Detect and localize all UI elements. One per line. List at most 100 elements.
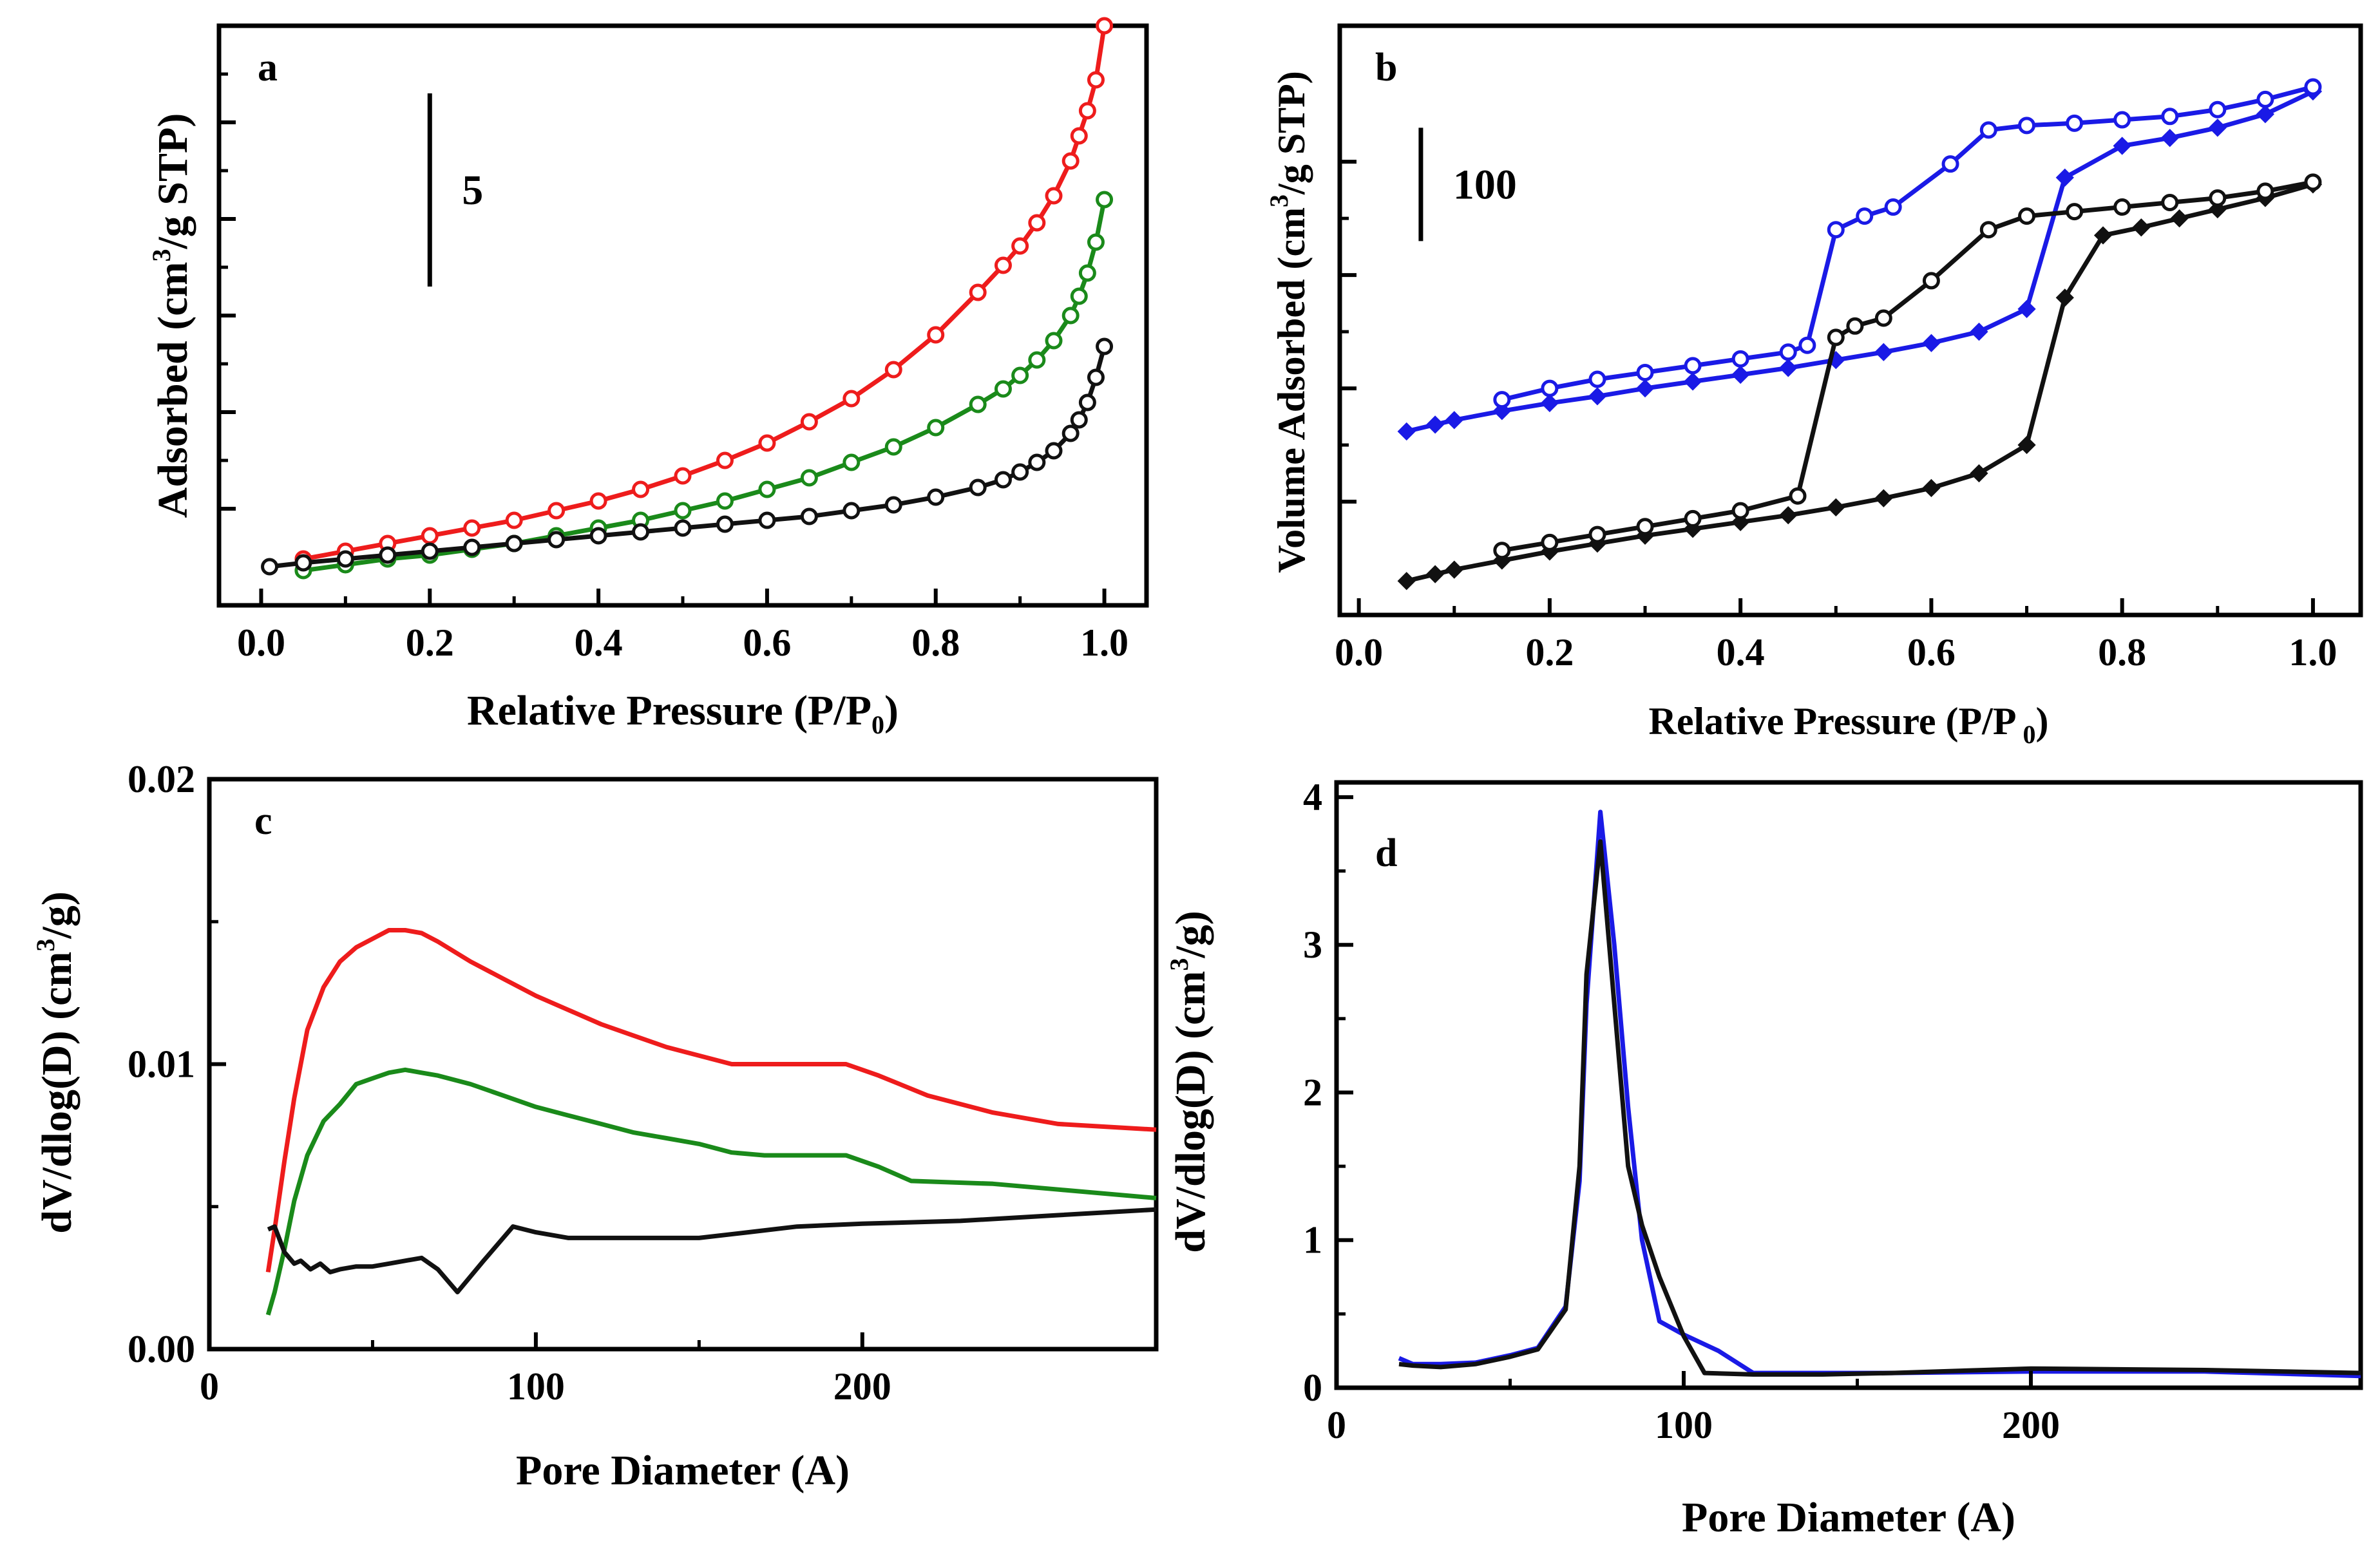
point-a-red [716,451,734,469]
point-b-black-adsorption [1922,478,1941,498]
point-b-black-desorption [2066,203,2084,221]
point-a-red [421,527,439,545]
point-b-blue-adsorption [1635,379,1655,398]
point-b-blue-adsorption [2017,299,2036,319]
point-b-black-desorption [2304,173,2322,191]
point-a-green [758,480,776,498]
point-b-blue-adsorption [1540,393,1559,413]
panel-b-marks: 100 [1397,78,2323,591]
panel-c-ytick-label: 0.00 [128,1328,195,1370]
point-a-black [421,542,439,560]
point-a-black [1061,424,1080,442]
point-a-red [927,326,945,344]
point-a-black [1070,411,1088,429]
point-b-black-desorption [1789,487,1807,505]
panel-a-marks: 5 [261,17,1114,580]
panel-d-ytick-label: 0 [1303,1366,1322,1409]
point-a-green [1078,264,1096,282]
panel-c-xtick-label: 100 [507,1365,565,1408]
point-b-blue-desorption [1941,155,1959,173]
point-b-black-desorption [1922,272,1940,290]
point-a-red [1070,127,1088,145]
point-b-blue-desorption [1827,221,1845,239]
point-b-blue-desorption [2113,111,2131,129]
panel-a-xtick-label: 0.0 [237,621,285,664]
point-b-blue-adsorption [1874,343,1893,361]
point-b-blue-adsorption [2055,168,2074,187]
point-a-black [547,531,566,549]
point-b-black-adsorption [1779,506,1798,525]
point-b-blue-adsorption [1922,334,1941,352]
panel-b-ticks: 0.0 0.2 0.4 0.6 0.8 1.0 [1335,160,2337,674]
point-a-black [632,523,650,541]
point-b-black-desorption [2161,194,2179,211]
panel-a-scale-label: 5 [462,167,483,214]
point-b-blue-desorption [1884,198,1902,216]
point-a-black [1087,368,1105,386]
point-b-black-adsorption [1874,489,1893,507]
panel-d-ytick-label: 1 [1303,1219,1322,1262]
point-a-red [758,434,776,452]
point-a-red [800,413,818,431]
point-a-black [1096,337,1114,355]
point-a-green [1061,307,1080,325]
point-a-black [758,511,776,529]
point-a-green [969,395,987,413]
point-b-blue-desorption [2256,90,2274,108]
point-b-black-adsorption [1827,498,1845,516]
panel-b-frame [1337,23,2363,618]
point-a-black [1028,453,1046,471]
point-a-green [1070,287,1088,305]
point-a-red [884,361,902,379]
point-a-red [547,502,566,520]
panel-d-xtick-label: 0 [1327,1404,1346,1446]
point-b-blue-adsorption [2113,137,2131,155]
point-b-blue-adsorption [2256,105,2274,124]
panel-b-ylabel: Volume Adsorbed (cm3/g STP) [1264,71,1313,573]
point-a-green [1045,332,1063,350]
point-b-blue-desorption [1493,391,1511,409]
point-b-black-adsorption [2055,288,2074,307]
panel-b-xtick-label: 1.0 [2289,631,2337,674]
panel-a-xtick-label: 1.0 [1080,621,1128,664]
point-b-black-adsorption [2017,435,2036,455]
point-a-red [1011,237,1029,255]
panel-b-xtick-label: 0.8 [2098,631,2146,674]
point-b-blue-adsorption [2208,118,2227,137]
point-a-green [674,502,692,520]
point-b-black-adsorption [2093,226,2113,245]
point-a-green [1096,191,1114,209]
point-a-red [994,256,1012,274]
point-a-black [884,496,902,514]
point-b-black-desorption [1827,328,1845,346]
panel-c-xtick-label: 0 [200,1365,219,1408]
point-a-red [674,467,692,485]
point-b-black-desorption [1541,533,1559,551]
point-a-black [969,478,987,496]
point-b-black-desorption [1846,317,1864,335]
point-b-black-desorption [1731,502,1749,520]
panel-c-marks [265,928,1157,1316]
point-b-blue-desorption [2304,78,2322,96]
point-a-black [927,488,945,506]
panel-d-ytick-label: 4 [1303,776,1322,818]
panel-a-ylabel: Adsorbed (cm3/g STP) [147,113,196,518]
point-a-red [463,519,481,537]
point-b-black-adsorption [1397,572,1416,591]
panel-c-ytick-label: 0.01 [128,1043,195,1086]
point-a-red [505,511,523,529]
series-c-green [265,1067,1157,1316]
point-b-blue-adsorption [1731,365,1750,384]
point-a-green [800,469,818,487]
point-a-black [800,507,818,525]
point-a-red [1078,102,1096,120]
point-a-black [589,527,607,545]
point-b-black-adsorption [1426,565,1445,583]
point-b-black-adsorption [2170,209,2189,228]
point-b-blue-desorption [1779,343,1797,361]
point-a-black [294,554,312,572]
point-b-black-desorption [1636,518,1654,536]
series-a-green [303,199,1107,573]
panel-a-letter: a [258,46,278,90]
point-a-green [927,419,945,437]
